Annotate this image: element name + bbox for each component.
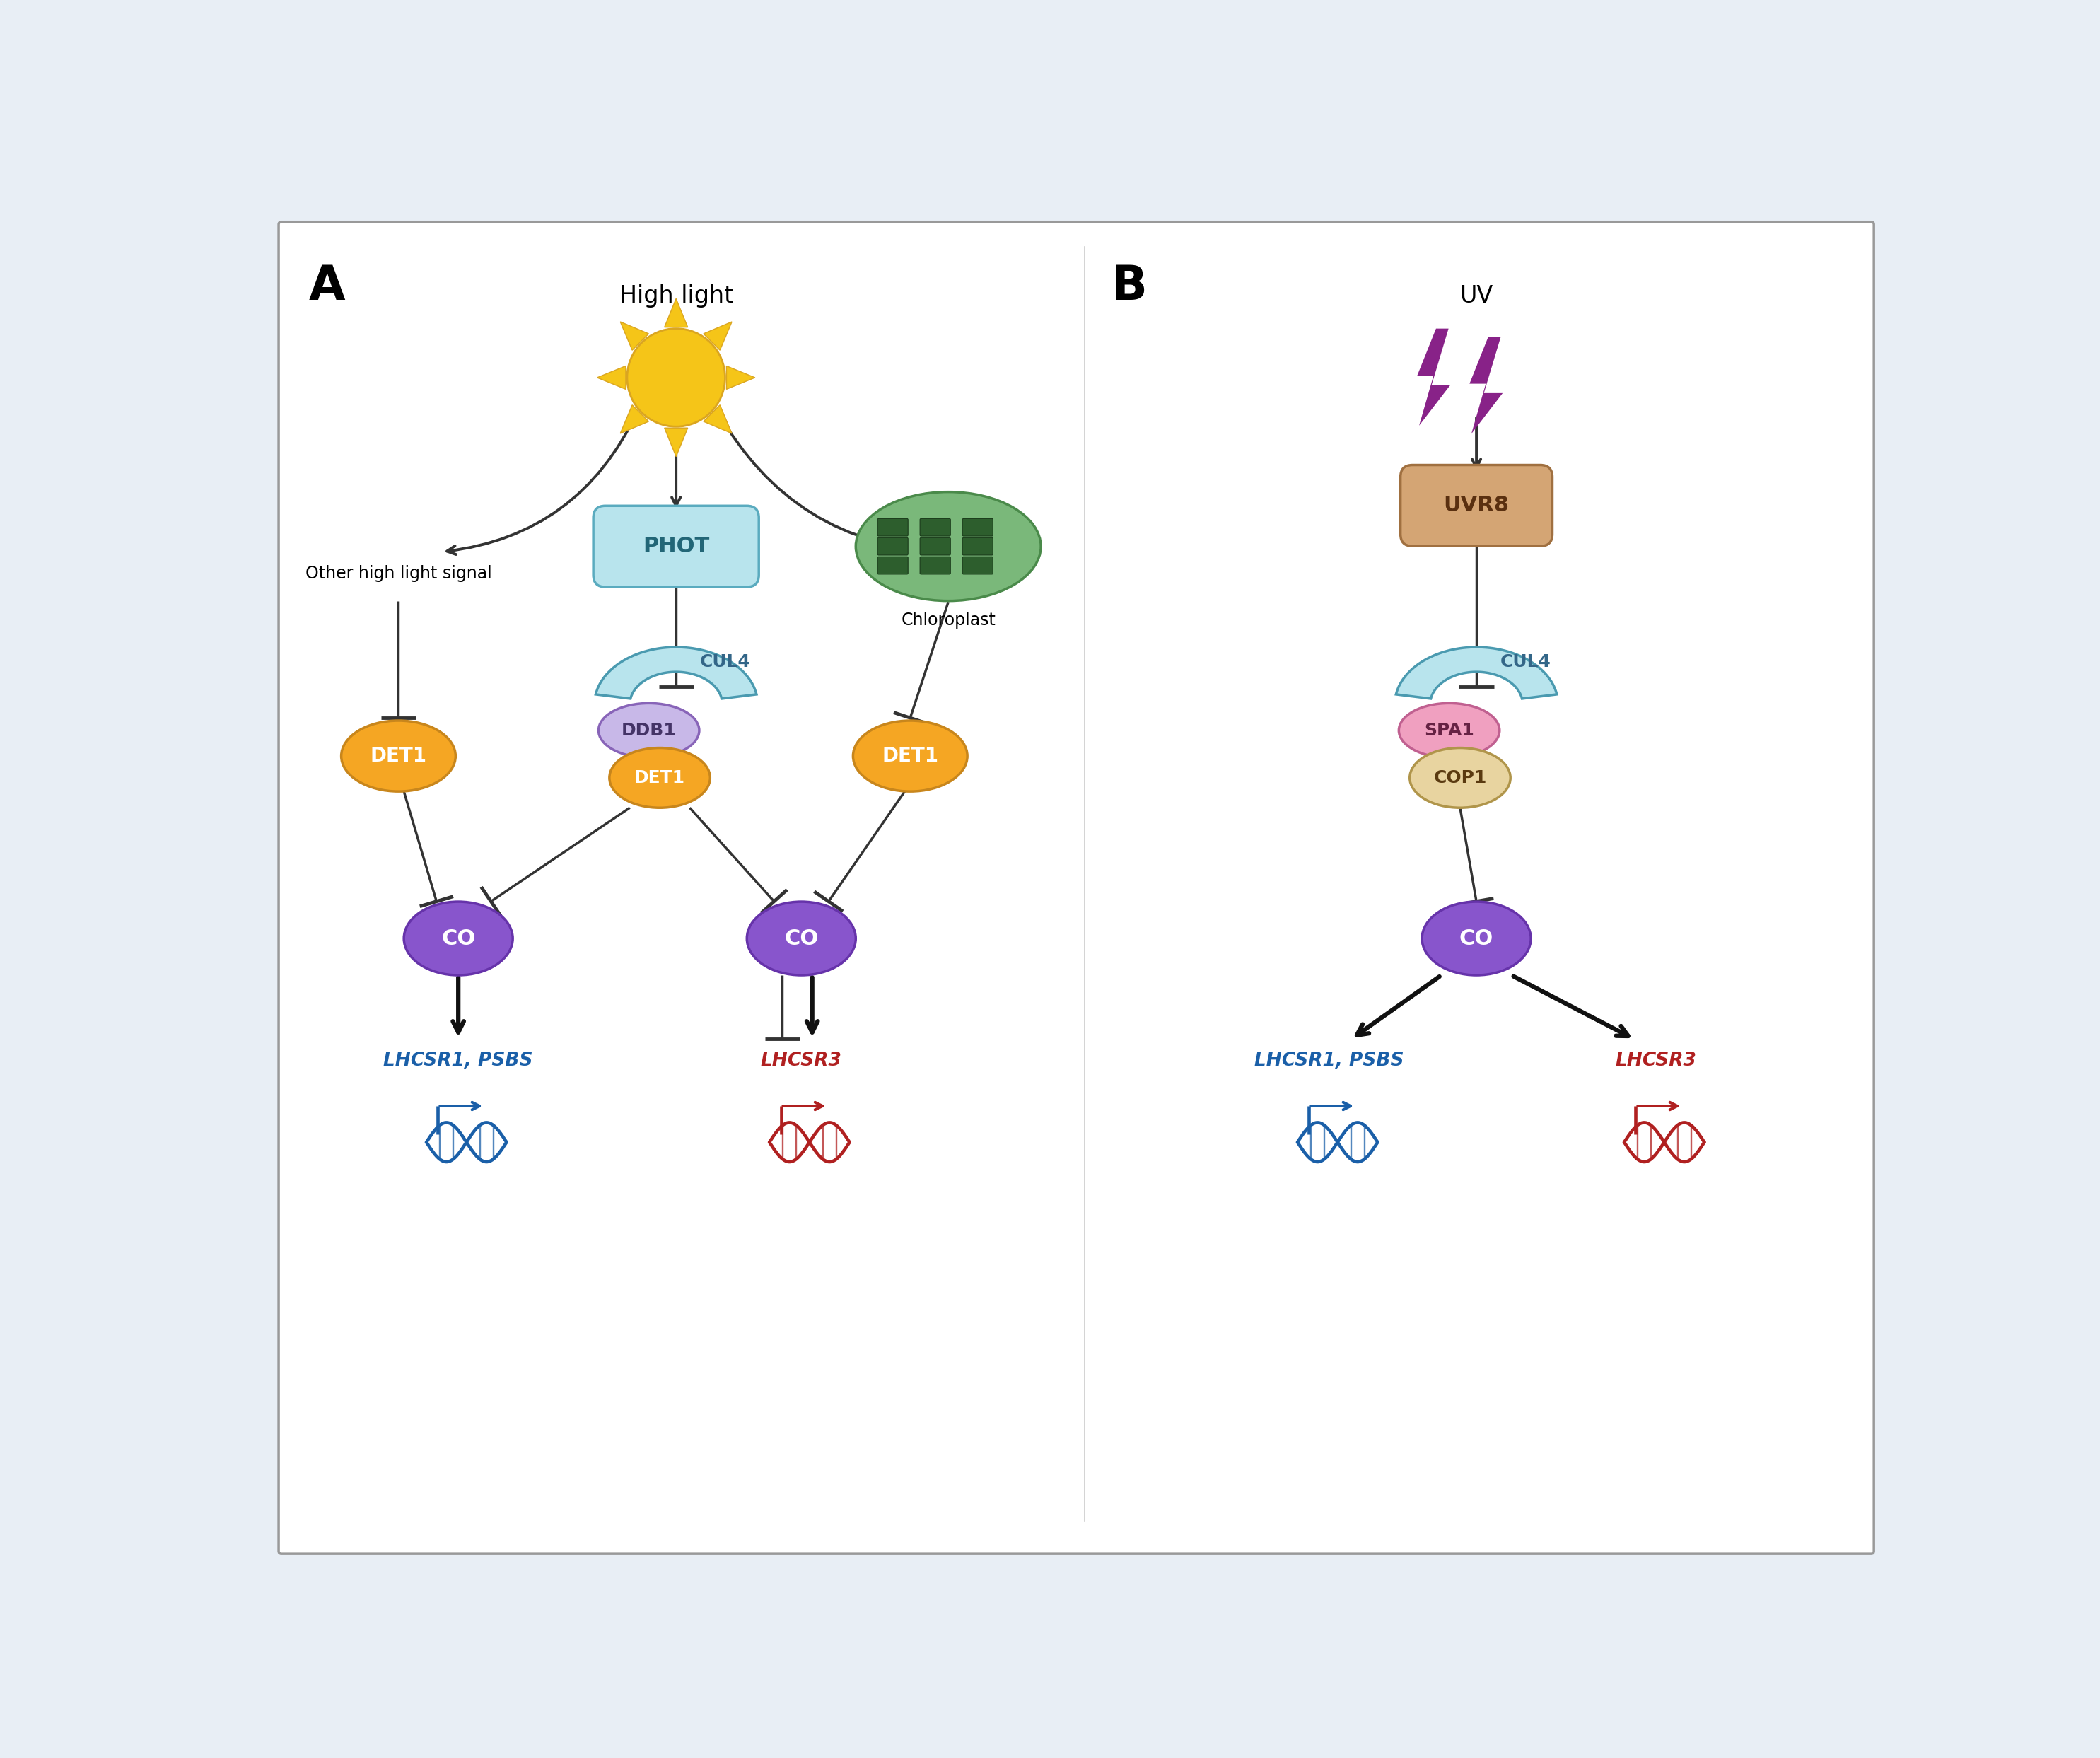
FancyBboxPatch shape xyxy=(279,222,1873,1554)
Ellipse shape xyxy=(598,703,699,758)
Polygon shape xyxy=(1470,338,1504,434)
FancyBboxPatch shape xyxy=(920,557,951,575)
Text: LHCSR1, PSBS: LHCSR1, PSBS xyxy=(1254,1051,1405,1071)
Polygon shape xyxy=(1397,647,1556,698)
Polygon shape xyxy=(704,404,733,434)
Text: DDB1: DDB1 xyxy=(622,723,676,738)
Polygon shape xyxy=(1418,329,1451,425)
FancyBboxPatch shape xyxy=(1401,464,1552,547)
Ellipse shape xyxy=(1409,747,1510,807)
FancyBboxPatch shape xyxy=(878,538,907,556)
Text: Chloroplast: Chloroplast xyxy=(901,612,995,628)
Polygon shape xyxy=(727,366,756,389)
Text: SPA1: SPA1 xyxy=(1424,723,1474,738)
Text: LHCSR3: LHCSR3 xyxy=(760,1051,842,1071)
Polygon shape xyxy=(704,322,733,350)
Ellipse shape xyxy=(855,492,1042,601)
FancyBboxPatch shape xyxy=(962,538,993,556)
Polygon shape xyxy=(596,366,626,389)
FancyBboxPatch shape xyxy=(594,506,758,587)
Ellipse shape xyxy=(1422,902,1531,976)
FancyBboxPatch shape xyxy=(920,519,951,536)
Text: LHCSR3: LHCSR3 xyxy=(1615,1051,1697,1071)
Text: CUL4: CUL4 xyxy=(1499,654,1550,670)
Ellipse shape xyxy=(628,329,724,427)
FancyBboxPatch shape xyxy=(878,557,907,575)
Text: UV: UV xyxy=(1459,285,1493,308)
Text: PHOT: PHOT xyxy=(643,536,710,557)
Text: CUL4: CUL4 xyxy=(699,654,750,670)
Text: B: B xyxy=(1111,264,1147,309)
FancyBboxPatch shape xyxy=(962,519,993,536)
Text: CO: CO xyxy=(783,928,819,949)
Ellipse shape xyxy=(403,902,512,976)
Text: High light: High light xyxy=(620,285,733,308)
Text: COP1: COP1 xyxy=(1434,770,1487,786)
Text: CO: CO xyxy=(1459,928,1493,949)
Ellipse shape xyxy=(853,721,968,791)
Ellipse shape xyxy=(1399,703,1499,758)
FancyBboxPatch shape xyxy=(962,557,993,575)
Text: UVR8: UVR8 xyxy=(1443,496,1510,515)
Polygon shape xyxy=(620,404,649,434)
Text: A: A xyxy=(309,264,344,309)
Text: LHCSR1, PSBS: LHCSR1, PSBS xyxy=(384,1051,533,1071)
Polygon shape xyxy=(664,427,687,457)
Polygon shape xyxy=(664,299,687,327)
Ellipse shape xyxy=(748,902,857,976)
FancyBboxPatch shape xyxy=(878,519,907,536)
Text: CO: CO xyxy=(441,928,475,949)
Text: DET1: DET1 xyxy=(634,770,685,786)
Ellipse shape xyxy=(609,747,710,807)
Polygon shape xyxy=(620,322,649,350)
Ellipse shape xyxy=(340,721,456,791)
Polygon shape xyxy=(596,647,756,698)
Text: DET1: DET1 xyxy=(370,745,426,766)
Text: Other high light signal: Other high light signal xyxy=(304,564,491,582)
Text: DET1: DET1 xyxy=(882,745,939,766)
FancyBboxPatch shape xyxy=(920,538,951,556)
